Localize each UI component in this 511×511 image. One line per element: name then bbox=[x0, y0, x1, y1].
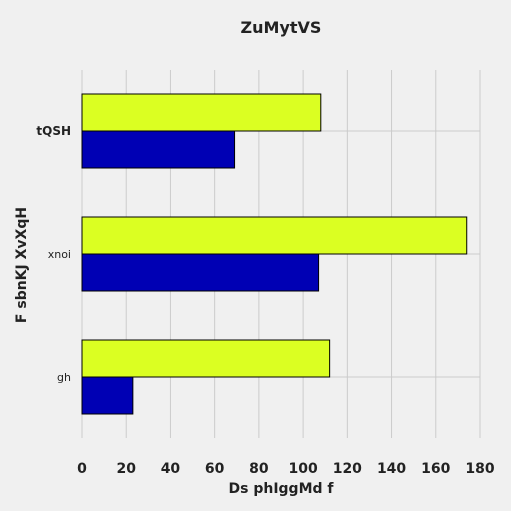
x-tick-label: 0 bbox=[77, 461, 87, 477]
x-tick-label: 60 bbox=[205, 461, 225, 477]
x-tick-label: 40 bbox=[161, 461, 181, 477]
x-tick-label: 140 bbox=[377, 461, 406, 477]
x-tick-label: 160 bbox=[421, 461, 450, 477]
x-axis-label: Ds phIggMd f bbox=[229, 481, 335, 497]
x-tick-label: 80 bbox=[249, 461, 269, 477]
bar bbox=[81, 216, 468, 255]
y-axis-label: F sbnKJ XvXqH bbox=[14, 207, 30, 323]
x-tick-label: 100 bbox=[288, 461, 317, 477]
x-tick-label: 120 bbox=[333, 461, 362, 477]
bar bbox=[81, 93, 322, 132]
bar bbox=[81, 130, 236, 169]
bar bbox=[81, 253, 320, 292]
chart-title: ZuMytVS bbox=[241, 18, 322, 37]
x-tick-label: 180 bbox=[465, 461, 494, 477]
y-tick-label: tQSH bbox=[36, 124, 71, 138]
bar bbox=[81, 376, 134, 415]
x-tick-labels: 0 20 40 60 80 100 120 140 160 180 bbox=[77, 461, 495, 477]
y-tick-labels: tQSH xnoi gh bbox=[36, 124, 71, 384]
y-tick-label: gh bbox=[57, 371, 71, 384]
y-tick-label: xnoi bbox=[48, 248, 71, 261]
bars bbox=[81, 93, 468, 415]
x-tick-label: 20 bbox=[116, 461, 136, 477]
bar bbox=[81, 339, 331, 378]
